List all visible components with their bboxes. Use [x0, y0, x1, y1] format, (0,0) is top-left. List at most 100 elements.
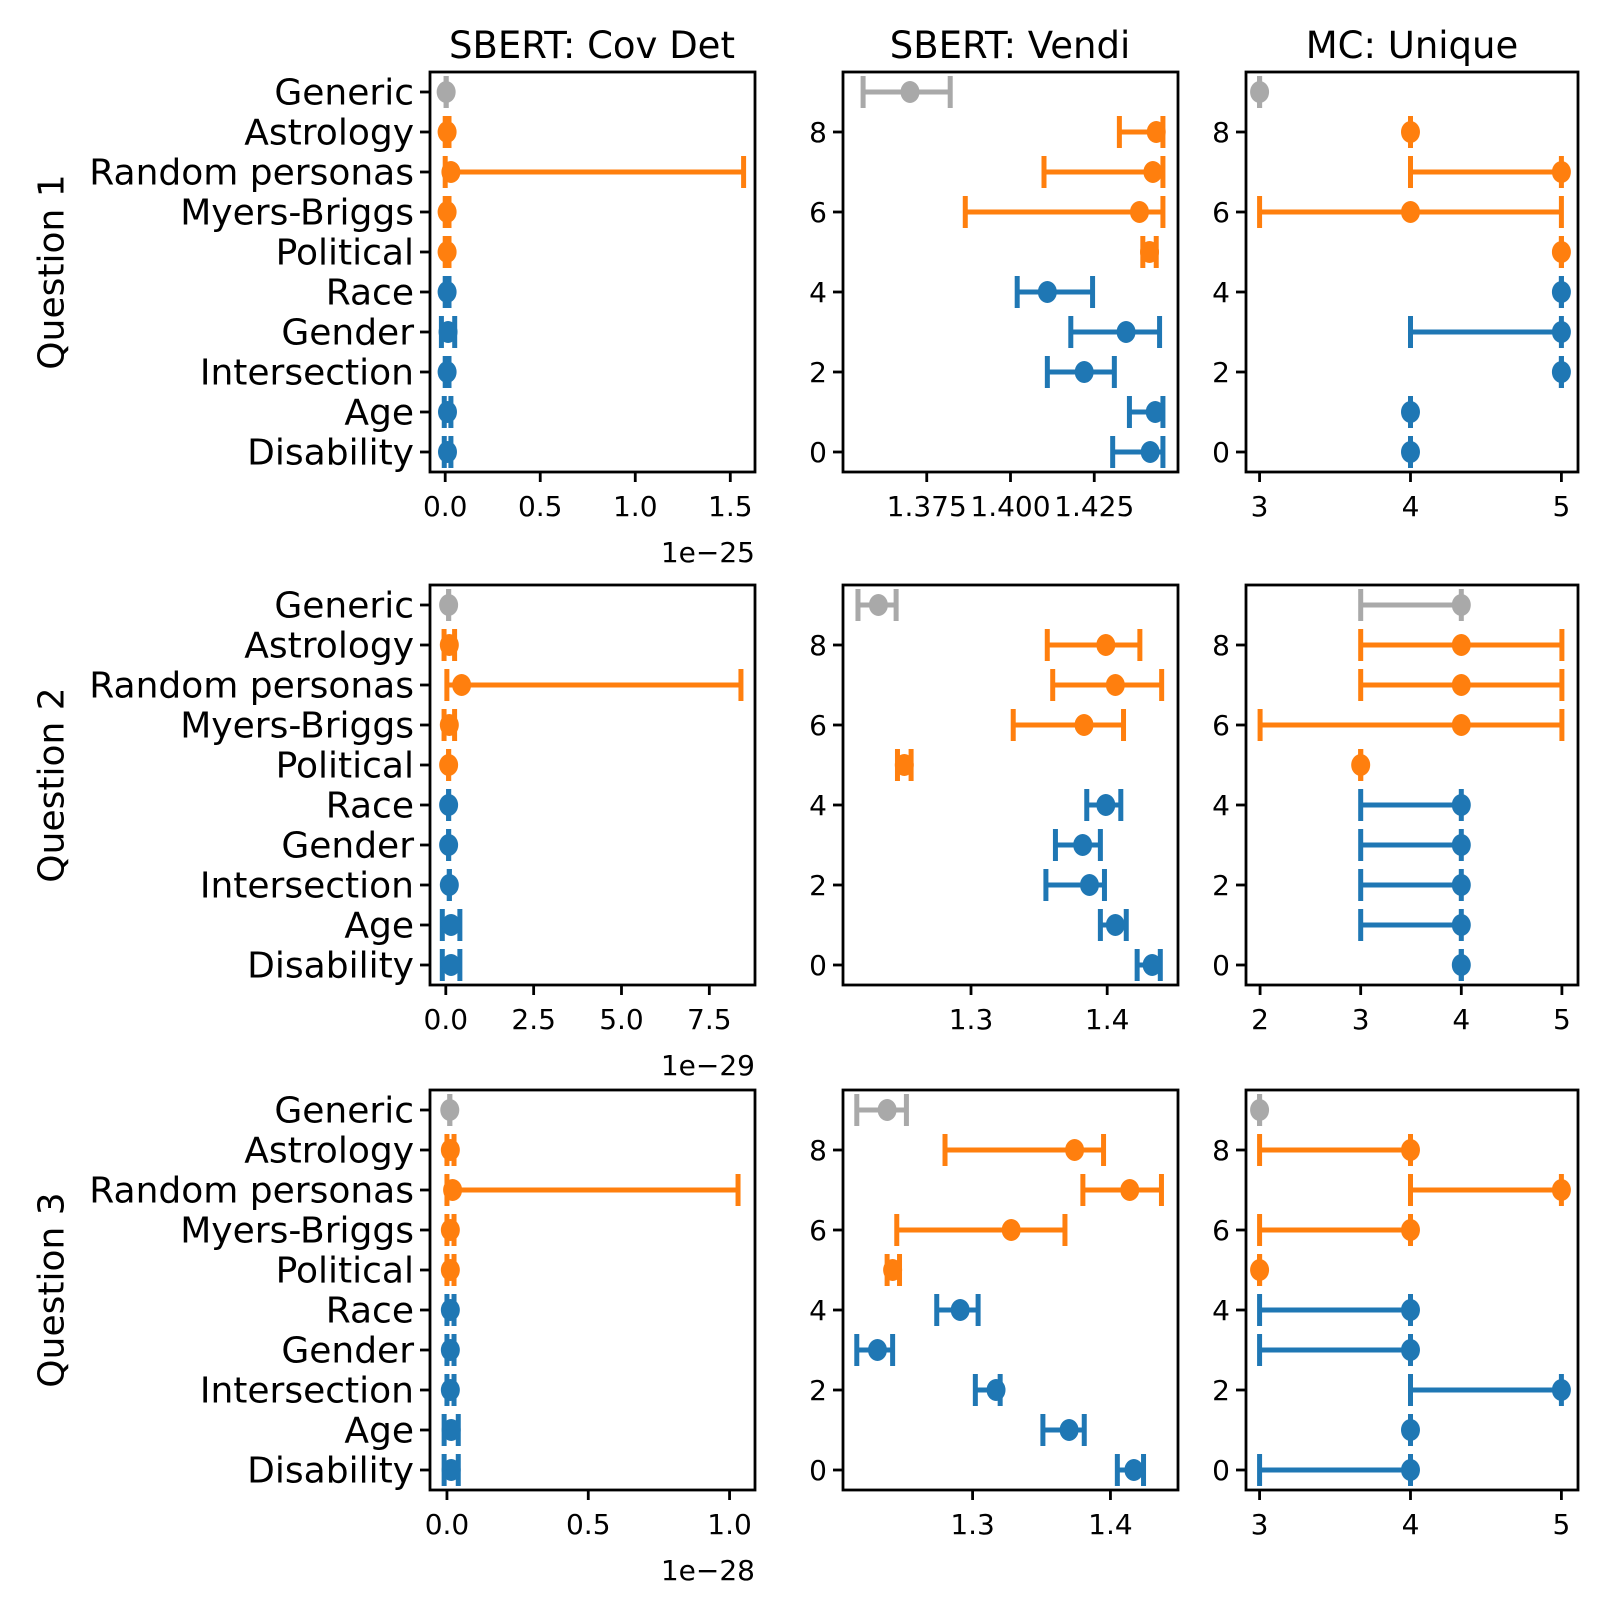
data-point: [437, 281, 457, 303]
series-race: [1257, 1294, 1420, 1326]
series-political: [440, 1254, 460, 1286]
subplot-q2-covdet: 0.0 2.5 5.0 7.5 1e−29 GenericAstrologyRandom …: [89, 583, 757, 1082]
data-point: [436, 81, 456, 103]
data-point: [1124, 1459, 1144, 1481]
category-label-intersection: Intersection: [200, 866, 414, 907]
data-point: [437, 121, 457, 143]
data-point: [1250, 1259, 1270, 1281]
series-gender: [854, 1334, 896, 1366]
plot-area: [841, 1088, 1180, 1492]
data-point: [868, 594, 888, 616]
data-point: [1551, 1379, 1571, 1401]
category-label-astrology: Astrology: [244, 626, 414, 667]
data-point: [986, 1379, 1006, 1401]
data-point: [950, 1299, 970, 1321]
data-point: [437, 441, 457, 463]
category-label-gender: Gender: [281, 826, 414, 867]
y-tick-label: 2: [1212, 356, 1230, 389]
data-point: [1400, 121, 1420, 143]
series-political: [437, 236, 457, 268]
data-point: [439, 794, 459, 816]
data-point: [1105, 674, 1125, 696]
data-point: [1400, 1139, 1420, 1161]
y-tick-label: 0: [809, 949, 827, 982]
series-intersection: [439, 869, 459, 901]
x-tick-label: 4: [1452, 1003, 1470, 1036]
series-disability: [441, 1454, 461, 1486]
x-tick-label: 3: [1251, 490, 1269, 523]
x-tick-label: 0.5: [566, 1508, 611, 1541]
series-random-personas: [1407, 1174, 1571, 1206]
category-label-myers-briggs: Myers-Briggs: [180, 706, 414, 747]
category-label-race: Race: [326, 786, 414, 827]
data-point: [440, 1219, 460, 1241]
category-label-gender: Gender: [281, 1331, 414, 1372]
series-random-personas: [1358, 669, 1565, 701]
series-political: [1250, 1254, 1270, 1286]
series-disability: [439, 949, 463, 981]
category-label-disability: Disability: [247, 1451, 414, 1492]
y-tick-label: 4: [809, 789, 827, 822]
y-tick-label: 2: [1212, 1374, 1230, 1407]
category-label-astrology: Astrology: [244, 1131, 414, 1172]
subplot-q3-mcunique: 3 4 5 8 6 4 2 0: [1212, 1088, 1580, 1541]
y-tick-label: 8: [809, 1134, 827, 1167]
x-tick-label: 0.0: [424, 1003, 469, 1036]
data-point: [443, 1179, 463, 1201]
series-gender: [1407, 316, 1571, 348]
data-point: [439, 714, 459, 736]
series-race: [439, 789, 459, 821]
series-political: [1351, 749, 1371, 781]
y-tick-label: 6: [809, 1214, 827, 1247]
series-disability: [1110, 436, 1166, 468]
data-point: [1451, 674, 1471, 696]
series-race: [1358, 789, 1471, 821]
data-point: [1551, 161, 1571, 183]
category-label-race: Race: [326, 273, 414, 314]
series-myers-briggs: [437, 196, 457, 228]
x-tick-label: 1.5: [708, 490, 753, 523]
y-tick-label: 2: [809, 1374, 827, 1407]
y-tick-label: 2: [809, 356, 827, 389]
data-point: [1451, 834, 1471, 856]
data-point: [1551, 361, 1571, 383]
y-tick-label: 2: [1212, 869, 1230, 902]
y-tick-label: 8: [1212, 116, 1230, 149]
series-intersection: [1043, 869, 1107, 901]
x-tick-label: 0.0: [423, 490, 468, 523]
series-generic: [1358, 589, 1471, 621]
data-point: [1059, 1419, 1079, 1441]
series-gender: [1068, 316, 1163, 348]
x-axis-offset-label: 1e−28: [661, 1554, 755, 1587]
category-label-intersection: Intersection: [200, 1371, 414, 1412]
y-tick-label: 6: [1212, 196, 1230, 229]
x-tick-label: 5.0: [599, 1003, 644, 1036]
data-point: [867, 1339, 887, 1361]
y-tick-label: 4: [1212, 276, 1230, 309]
x-tick-label: 1.4: [1085, 1003, 1130, 1036]
category-label-age: Age: [344, 906, 414, 947]
x-tick-label: 1.425: [1054, 490, 1134, 523]
category-label-generic: Generic: [274, 73, 414, 114]
data-point: [1400, 1419, 1420, 1441]
series-myers-briggs: [1010, 709, 1127, 741]
data-point: [1451, 714, 1471, 736]
x-axis-offset-label: 1e−25: [661, 536, 755, 569]
series-intersection: [1551, 356, 1571, 388]
data-point: [1079, 874, 1099, 896]
series-age: [441, 1414, 461, 1446]
subplot-q1-mcunique: 3 4 5 8 6 4 2 0: [1212, 70, 1580, 523]
data-point: [1074, 714, 1094, 736]
data-point: [440, 1259, 460, 1281]
series-intersection: [972, 1374, 1006, 1406]
series-astrology: [439, 629, 459, 661]
x-tick-label: 5: [1553, 1003, 1571, 1036]
category-label-political: Political: [276, 233, 414, 274]
x-tick-label: 1.375: [887, 490, 967, 523]
y-tick-label: 8: [809, 116, 827, 149]
row-label-question-2: Question 2: [31, 687, 73, 883]
data-point: [1140, 241, 1160, 263]
data-point: [900, 81, 920, 103]
data-point: [1096, 634, 1116, 656]
